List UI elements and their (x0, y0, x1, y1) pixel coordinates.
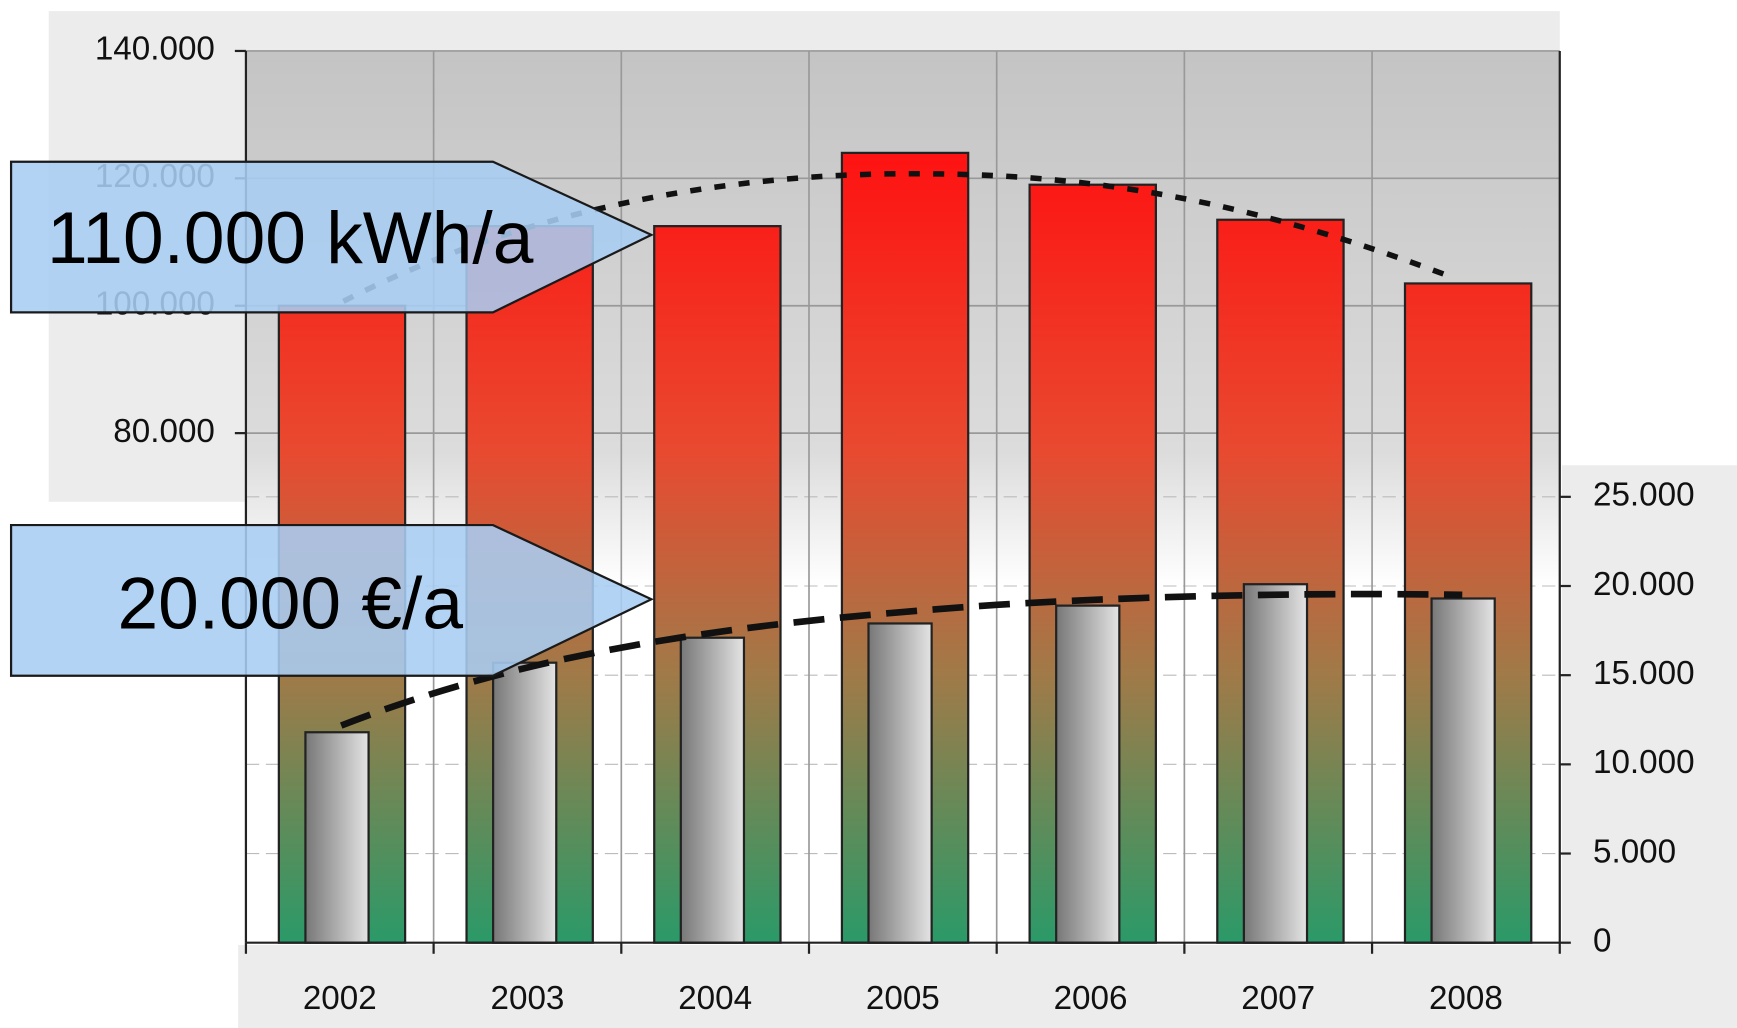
x-tick-label: 2007 (1241, 980, 1315, 1017)
y-tick-label: 80.000 (113, 413, 215, 450)
bar (304, 731, 370, 944)
bar (679, 636, 746, 944)
y2axis-bg (1561, 465, 1737, 1028)
callout (9, 160, 654, 314)
x-tick-label: 2004 (678, 980, 752, 1017)
y2-tick-label: 0 (1593, 922, 1611, 959)
x-tick-label: 2006 (1054, 980, 1128, 1017)
x-tick-label: 2002 (303, 980, 377, 1017)
y2-tick-label: 10.000 (1593, 744, 1695, 781)
bar (1242, 583, 1309, 944)
y2-tick-label: 20.000 (1593, 566, 1695, 603)
bar (1430, 597, 1496, 944)
bar (1055, 604, 1121, 944)
bar (492, 661, 558, 944)
x-tick-label: 2005 (866, 980, 940, 1017)
xaxis-bg (238, 944, 1737, 1028)
y2-tick-label: 5.000 (1593, 833, 1676, 870)
annotation: 110.000 kWh/a (47, 198, 534, 279)
y-tick-label: 140.000 (95, 31, 215, 68)
x-tick-label: 2003 (491, 980, 565, 1017)
bar (867, 622, 933, 944)
y2-tick-label: 25.000 (1593, 477, 1695, 514)
y2-tick-label: 15.000 (1593, 655, 1695, 692)
annotation: 20.000 €/a (117, 564, 463, 645)
callout (9, 523, 654, 677)
trend-line (339, 590, 1463, 729)
x-tick-label: 2008 (1429, 980, 1503, 1017)
